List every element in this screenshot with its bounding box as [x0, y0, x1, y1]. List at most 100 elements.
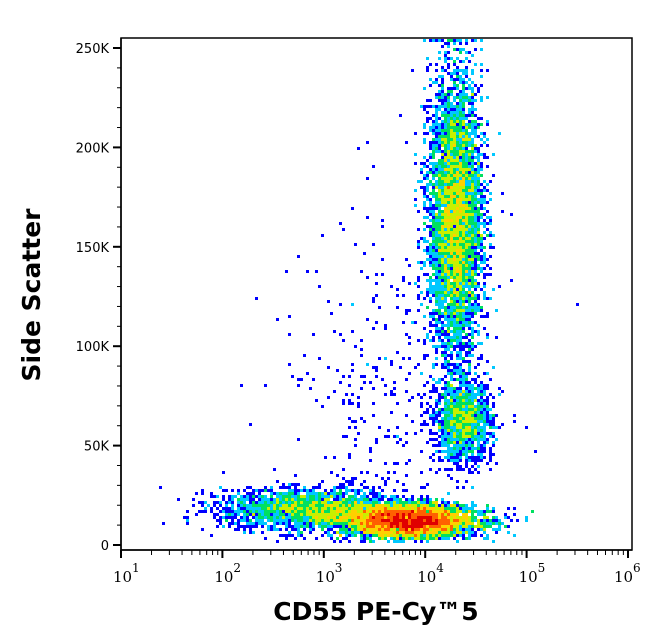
density-cell — [456, 210, 459, 213]
density-cell — [333, 456, 336, 459]
density-cell — [372, 243, 375, 246]
density-cell — [243, 501, 246, 504]
density-cell — [471, 330, 474, 333]
density-cell — [483, 414, 486, 417]
density-cell — [453, 162, 456, 165]
density-cell — [468, 342, 471, 345]
density-cell — [441, 450, 444, 453]
density-cell — [324, 522, 327, 525]
density-cell — [450, 339, 453, 342]
density-cell — [456, 432, 459, 435]
density-cell — [426, 111, 429, 114]
density-cell — [465, 438, 468, 441]
density-cell — [345, 510, 348, 513]
density-cell — [276, 519, 279, 522]
density-cell — [462, 243, 465, 246]
density-cell — [369, 507, 372, 510]
density-cell — [444, 171, 447, 174]
density-cell — [462, 411, 465, 414]
density-cell — [444, 354, 447, 357]
density-cell — [357, 147, 360, 150]
density-cell — [423, 204, 426, 207]
density-cell — [456, 279, 459, 282]
density-cell — [441, 66, 444, 69]
density-cell — [471, 156, 474, 159]
density-cell — [468, 234, 471, 237]
density-cell — [459, 288, 462, 291]
density-cell — [342, 513, 345, 516]
density-cell — [192, 504, 195, 507]
density-cell — [453, 303, 456, 306]
density-cell — [480, 162, 483, 165]
density-cell — [366, 141, 369, 144]
density-cell — [444, 450, 447, 453]
density-cell — [438, 297, 441, 300]
density-cell — [471, 399, 474, 402]
density-cell — [240, 516, 243, 519]
density-cell — [450, 525, 453, 528]
density-cell — [432, 267, 435, 270]
density-cell — [456, 66, 459, 69]
density-cell — [351, 516, 354, 519]
density-cell — [456, 372, 459, 375]
density-cell — [483, 447, 486, 450]
density-cell — [459, 39, 462, 42]
density-cell — [477, 243, 480, 246]
density-cell — [336, 516, 339, 519]
density-cell — [300, 531, 303, 534]
density-cell — [471, 108, 474, 111]
density-cell — [444, 159, 447, 162]
density-cell — [276, 318, 279, 321]
density-cell — [453, 267, 456, 270]
density-cell — [369, 450, 372, 453]
density-cell — [438, 84, 441, 87]
density-cell — [432, 141, 435, 144]
density-cell — [333, 516, 336, 519]
density-cell — [438, 435, 441, 438]
density-cell — [216, 507, 219, 510]
density-cell — [474, 234, 477, 237]
density-cell — [318, 507, 321, 510]
density-cell — [378, 501, 381, 504]
density-cell — [468, 339, 471, 342]
density-cell — [444, 168, 447, 171]
density-cell — [441, 81, 444, 84]
density-cell — [456, 342, 459, 345]
density-cell — [318, 525, 321, 528]
density-cell — [438, 135, 441, 138]
density-cell — [351, 477, 354, 480]
density-cell — [474, 321, 477, 324]
density-cell — [429, 153, 432, 156]
density-cell — [372, 402, 375, 405]
density-cell — [441, 339, 444, 342]
density-cell — [453, 48, 456, 51]
density-cell — [471, 54, 474, 57]
density-cell — [339, 222, 342, 225]
density-cell — [468, 144, 471, 147]
density-cell — [237, 522, 240, 525]
density-cell — [444, 186, 447, 189]
density-cell — [411, 516, 414, 519]
density-cell — [465, 300, 468, 303]
density-cell — [402, 276, 405, 279]
density-cell — [477, 123, 480, 126]
density-cell — [429, 39, 432, 42]
density-cell — [438, 333, 441, 336]
density-cell — [453, 309, 456, 312]
density-cell — [465, 228, 468, 231]
density-cell — [483, 201, 486, 204]
density-cell — [474, 186, 477, 189]
density-cell — [402, 489, 405, 492]
density-cell — [312, 501, 315, 504]
density-cell — [438, 246, 441, 249]
density-cell — [453, 120, 456, 123]
density-cell — [444, 426, 447, 429]
density-cell — [438, 318, 441, 321]
density-cell — [456, 519, 459, 522]
density-cell — [423, 423, 426, 426]
density-cell — [477, 150, 480, 153]
density-cell — [408, 522, 411, 525]
density-cell — [483, 213, 486, 216]
density-cell — [456, 354, 459, 357]
density-cell — [456, 273, 459, 276]
